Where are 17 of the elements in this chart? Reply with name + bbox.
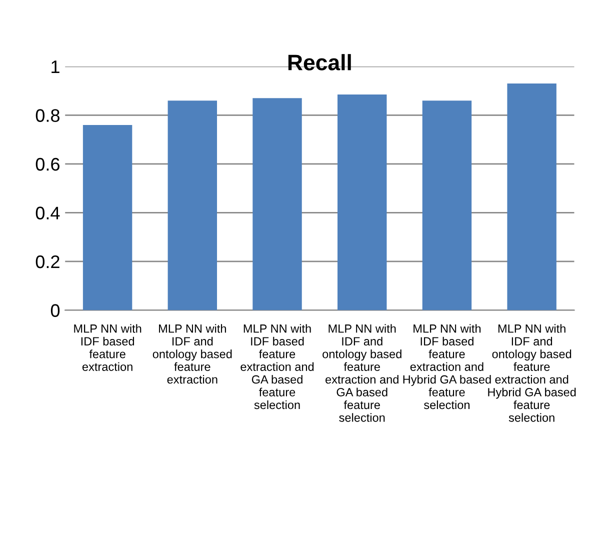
- bar: [82, 124, 132, 310]
- y-tick-label: 0.2: [36, 255, 60, 268]
- x-tick-label: MLP NN with IDF based feature extraction and GA based feature selection: [240, 324, 314, 410]
- y-tick-label: 1: [52, 60, 60, 74]
- bar: [168, 100, 218, 310]
- x-tick-label: MLP NN with IDF and ontology based feature extraction and GA based feature selection: [322, 324, 402, 422]
- bar: [338, 94, 387, 310]
- y-tick-label: 0: [50, 304, 60, 317]
- x-tick-label: MLP NN with IDF based feature extraction: [74, 324, 142, 371]
- y-tick-label: 0.8: [36, 109, 60, 122]
- bar: [507, 84, 556, 310]
- x-tick-label: MLP NN with IDF and ontology based feature extraction: [152, 324, 232, 384]
- chart-title: Recall: [288, 54, 351, 70]
- bar: [252, 98, 302, 310]
- y-tick-label: 0.4: [36, 206, 60, 220]
- bar: [422, 100, 472, 310]
- y-tick-label: 0.6: [36, 158, 60, 171]
